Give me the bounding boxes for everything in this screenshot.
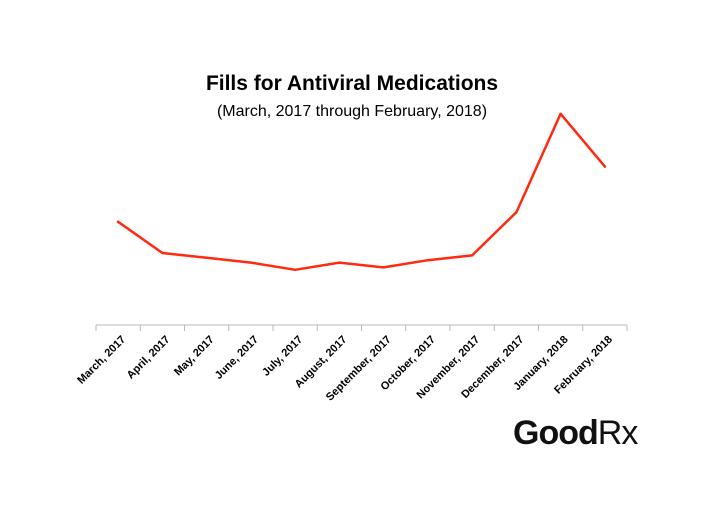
data-point bbox=[603, 165, 607, 168]
data-point bbox=[161, 251, 164, 255]
data-point bbox=[293, 268, 297, 271]
x-axis-ticks bbox=[95, 325, 628, 331]
x-tick-label: March, 2017 bbox=[75, 334, 128, 387]
x-tick-label: May, 2017 bbox=[172, 334, 217, 379]
data-point bbox=[382, 266, 385, 269]
logo-good-text: Good bbox=[513, 414, 598, 452]
x-tick-label: April, 2017 bbox=[125, 334, 173, 382]
data-point bbox=[515, 211, 518, 214]
chart-title: Fills for Antiviral Medications bbox=[206, 72, 498, 95]
data-point bbox=[205, 256, 208, 259]
series-layer bbox=[116, 112, 607, 272]
data-point bbox=[249, 261, 253, 264]
data-point bbox=[559, 112, 562, 116]
data-point bbox=[426, 259, 430, 262]
x-tick-label: July, 2017 bbox=[260, 334, 305, 379]
data-point bbox=[338, 261, 341, 264]
chart-subtitle: (March, 2017 through February, 2018) bbox=[217, 103, 487, 120]
data-point bbox=[116, 220, 120, 223]
x-tick-label: June, 2017 bbox=[213, 334, 261, 382]
svg-text:GoodRx: GoodRx bbox=[513, 414, 638, 452]
goodrx-logo: GoodRx bbox=[513, 414, 639, 452]
series-line bbox=[116, 112, 607, 272]
logo-rx-mark: Rx bbox=[598, 414, 639, 452]
data-point bbox=[470, 254, 474, 257]
